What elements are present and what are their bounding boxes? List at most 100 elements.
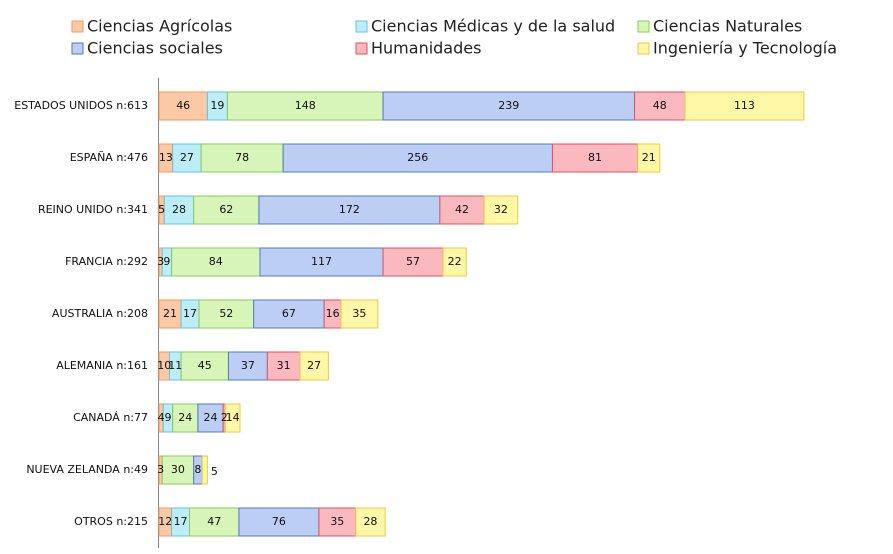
bar-otros-humanidades [318,507,357,537]
category-label-estados-unidos: ESTADOS UNIDOS n:613 [14,99,148,112]
data-label-francia-ciencias-sociales: 117 [311,255,332,268]
data-label-reino-unido-ciencias-agricolas: 5 [158,203,165,216]
category-label-otros: OTROS n:215 [74,515,148,528]
data-label-alemania-ciencias-naturales: 45 [198,359,212,372]
legend-label-humanidades: Humanidades [371,39,481,58]
bar-reino-unido-ciencias-medicas-y-de-la-salud [163,195,195,225]
data-label-australia-ciencias-agricolas: 21 [163,307,177,320]
data-label-alemania-ciencias-medicas-y-de-la-salud: 11 [168,359,182,372]
bar-francia-ingenieria-y-tecnologia [442,247,467,277]
data-label-canada-ciencias-naturales: 24 [178,411,192,424]
legend-swatch-ciencias-naturales [637,20,650,33]
data-label-alemania-ciencias-sociales: 37 [241,359,255,372]
data-label-canada-humanidades: 2 [221,411,228,424]
category-labels: ESTADOS UNIDOS n:613 ESPAÑA n:476 REINO UN… [14,99,148,528]
data-label-otros-ciencias-agricolas: 12 [158,515,172,528]
legend-swatch-ciencias-agricolas [71,20,84,33]
data-label-estados-unidos-humanidades: 48 [653,99,667,112]
data-label-estados-unidos-ciencias-agricolas: 46 [176,99,190,112]
data-label-australia-humanidades: 16 [326,307,340,320]
bar-estados-unidos-humanidades [634,91,686,121]
bar-canada-ciencias-sociales [197,403,224,433]
data-label-canada-ciencias-agricolas: 4 [158,411,165,424]
bar-canada-ciencias-naturales [172,403,199,433]
legend-label-ciencias-sociales: Ciencias sociales [87,39,223,58]
bar-australia-ciencias-sociales [253,299,325,329]
data-label-alemania-humanidades: 31 [277,359,291,372]
legend-label-ciencias-agricolas: Ciencias Agrícolas [87,17,232,36]
bar-reino-unido-ciencias-sociales [258,195,441,225]
category-label-reino-unido: REINO UNIDO n:341 [38,203,148,216]
data-label-reino-unido-ciencias-naturales: 62 [219,203,233,216]
data-label-francia-ciencias-naturales: 84 [209,255,223,268]
data-label-francia-ciencias-medicas-y-de-la-salud: 9 [163,255,170,268]
data-label-canada-ciencias-medicas-y-de-la-salud: 9 [164,411,171,424]
bar-espana-ingenieria-y-tecnologia [637,143,661,173]
data-label-estados-unidos-ingenieria-y-tecnologia: 113 [734,99,755,112]
data-label-otros-humanidades: 35 [330,515,344,528]
bar-nueva-zelanda-ciencias-naturales [161,455,195,485]
bar-estados-unidos-ingenieria-y-tecnologia [684,91,805,121]
data-label-reino-unido-humanidades: 42 [455,203,469,216]
bar-alemania-ciencias-naturales [180,351,229,381]
data-label-nueva-zelanda-ciencias-naturales: 30 [171,463,185,476]
bar-reino-unido-ingenieria-y-tecnologia [483,195,519,225]
data-label-estados-unidos-ciencias-naturales: 148 [295,99,316,112]
category-label-nueva-zelanda: NUEVA ZELANDA n:49 [26,463,148,476]
data-label-otros-ciencias-naturales: 47 [207,515,221,528]
data-label-otros-ingenieria-y-tecnologia: 28 [363,515,377,528]
data-label-reino-unido-ciencias-medicas-y-de-la-salud: 28 [172,203,186,216]
data-label-espana-humanidades: 81 [588,151,602,164]
bar-australia-ingenieria-y-tecnologia [340,299,379,329]
bar-alemania-ingenieria-y-tecnologia [299,351,329,381]
bar-espana-humanidades [551,143,639,173]
data-label-australia-ciencias-naturales: 52 [219,307,233,320]
data-label-otros-ciencias-medicas-y-de-la-salud: 17 [174,515,188,528]
data-label-espana-ciencias-medicas-y-de-la-salud: 27 [180,151,194,164]
bar-nueva-zelanda-ingenieria-y-tecnologia [201,455,208,485]
data-label-otros-ciencias-sociales: 76 [272,515,286,528]
bar-canada-ingenieria-y-tecnologia [224,403,241,433]
bar-alemania-ciencias-sociales [227,351,268,381]
data-label-canada-ingenieria-y-tecnologia: 14 [226,411,240,424]
legend-label-ingenieria-y-tecnologia: Ingeniería y Tecnología [653,39,837,58]
category-label-canada: CANADÁ n:77 [73,411,148,424]
data-label-reino-unido-ciencias-sociales: 172 [339,203,360,216]
data-label-nueva-zelanda-ciencias-agricolas: 3 [157,463,164,476]
data-label-nueva-zelanda-ingenieria-y-tecnologia: 5 [211,465,218,478]
category-label-espana: ESPAÑA n:476 [70,151,148,164]
data-label-francia-humanidades: 57 [406,255,420,268]
data-label-espana-ciencias-sociales: 256 [407,151,428,164]
legend-swatch-ciencias-medicas-y-de-la-salud [355,20,368,33]
bar-espana-ciencias-medicas-y-de-la-salud [172,143,202,173]
data-label-australia-ciencias-sociales: 67 [282,307,296,320]
bar-estados-unidos-ciencias-naturales [226,91,384,121]
legend-label-ciencias-naturales: Ciencias Naturales [653,17,802,36]
bar-francia-humanidades [382,247,444,277]
data-label-estados-unidos-ciencias-sociales: 239 [498,99,519,112]
data-label-canada-ciencias-sociales: 24 [204,411,218,424]
bar-reino-unido-humanidades [439,195,485,225]
data-label-francia-ciencias-agricolas: 3 [157,255,164,268]
data-label-francia-ingenieria-y-tecnologia: 22 [448,255,462,268]
legend-label-ciencias-medicas-y-de-la-salud: Ciencias Médicas y de la salud [371,17,615,36]
data-label-alemania-ingenieria-y-tecnologia: 27 [307,359,321,372]
data-label-nueva-zelanda-ciencias-sociales: 8 [194,463,201,476]
bar-australia-ciencias-naturales [198,299,255,329]
data-label-espana-ciencias-naturales: 78 [235,151,249,164]
bar-otros-ingenieria-y-tecnologia [355,507,386,537]
data-label-alemania-ciencias-agricolas: 10 [157,359,171,372]
data-label-reino-unido-ingenieria-y-tecnologia: 32 [494,203,508,216]
bar-reino-unido-ciencias-naturales [193,195,260,225]
data-label-espana-ciencias-agricolas: 13 [159,151,173,164]
category-label-australia: AUSTRALIA n:208 [52,307,148,320]
data-label-estados-unidos-ciencias-medicas-y-de-la-salud: 19 [210,99,224,112]
data-label-australia-ingenieria-y-tecnologia: 35 [352,307,366,320]
bar-estados-unidos-ciencias-sociales [382,91,636,121]
legend-swatch-humanidades [355,42,368,55]
data-label-australia-ciencias-medicas-y-de-la-salud: 17 [183,307,197,320]
legend-swatch-ingenieria-y-tecnologia [637,42,650,55]
data-label-espana-ingenieria-y-tecnologia: 21 [642,151,656,164]
